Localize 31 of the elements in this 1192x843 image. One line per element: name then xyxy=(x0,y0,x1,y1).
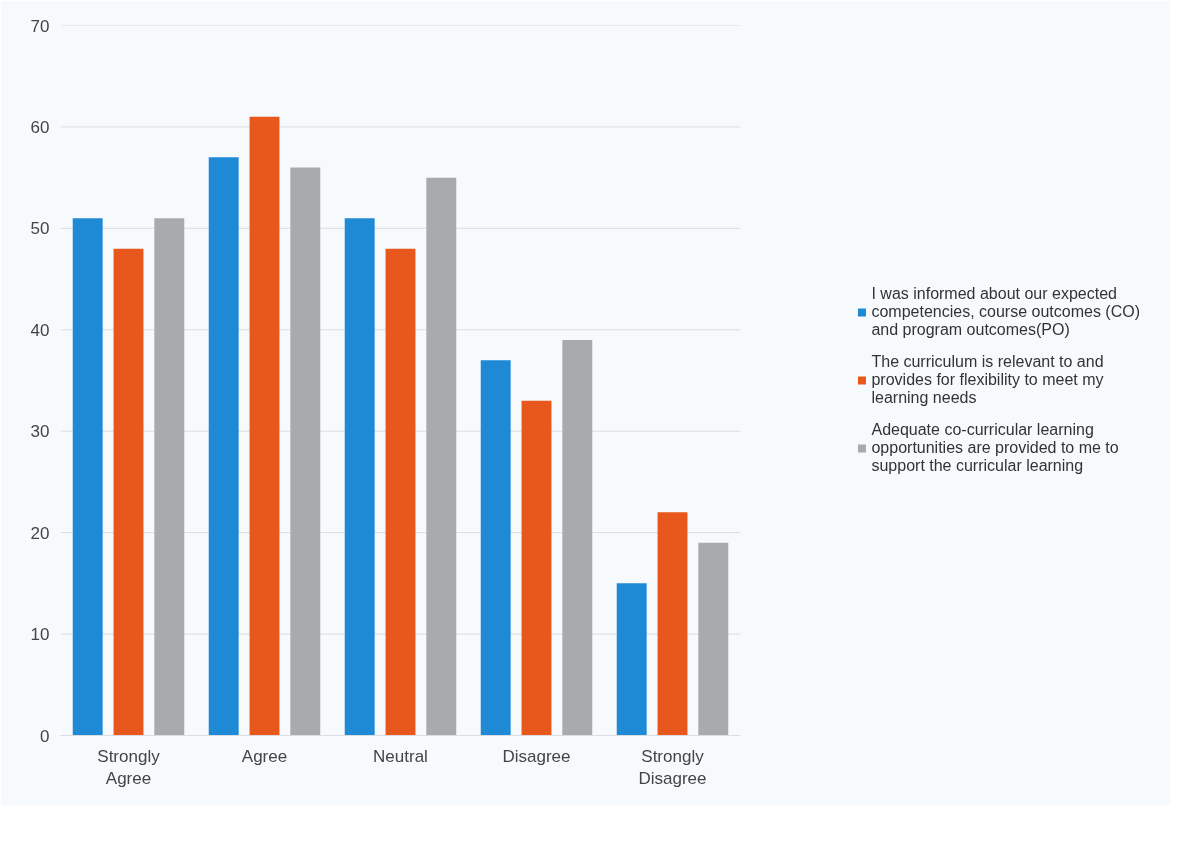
bar xyxy=(249,116,280,736)
bar xyxy=(480,360,511,736)
y-tick-label: 40 xyxy=(30,320,50,340)
bar xyxy=(521,400,552,736)
x-tick-label: Disagree xyxy=(502,746,571,766)
legend-label: Adequate co-curricular learning opportunities are provided to me to support the curricular learning xyxy=(871,421,1119,475)
y-tick-label: 0 xyxy=(40,726,50,746)
bar xyxy=(72,218,103,736)
bar xyxy=(698,542,729,736)
legend-label: The curriculum is relevant to and provides for flexibility to meet my learning needs xyxy=(871,353,1104,407)
y-tick-label: 60 xyxy=(30,117,50,137)
y-tick-label: 70 xyxy=(30,16,50,36)
bar xyxy=(154,218,185,736)
x-tick-label: Strongly Agree xyxy=(97,746,161,789)
bar xyxy=(208,157,239,736)
bar xyxy=(385,248,416,736)
bar xyxy=(290,167,321,736)
y-tick-label: 20 xyxy=(30,523,50,543)
x-tick-label: Agree xyxy=(241,746,288,766)
bar xyxy=(616,583,647,736)
y-tick-label: 30 xyxy=(30,422,50,442)
bar xyxy=(113,248,144,736)
x-tick-label: Neutral xyxy=(373,746,428,766)
x-tick-label: Strongly Disagree xyxy=(638,746,707,789)
legend-label: I was informed about our expected competencies, course outcomes (CO) and program outcomes(PO) xyxy=(871,285,1140,339)
bar xyxy=(426,177,457,736)
y-tick-label: 10 xyxy=(30,625,50,645)
bar xyxy=(562,339,593,736)
bar xyxy=(657,512,688,736)
y-tick-label: 50 xyxy=(30,219,50,239)
bar xyxy=(344,218,375,736)
